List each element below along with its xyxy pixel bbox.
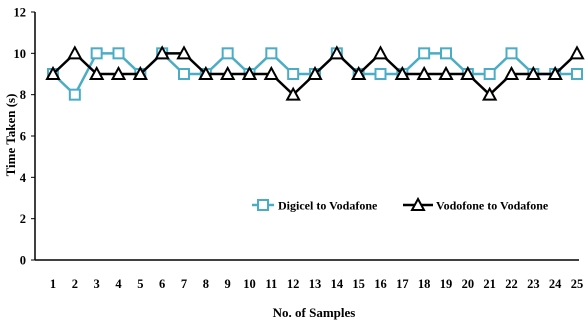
data-point (394, 65, 411, 80)
x-axis-title: No. of Samples (273, 305, 356, 320)
data-point (418, 47, 431, 60)
data-point (287, 68, 300, 80)
x-tick-label: 20 (462, 277, 475, 291)
data-point (307, 65, 323, 80)
x-tick-label: 10 (243, 277, 256, 291)
data-point (110, 65, 127, 80)
data-point (438, 65, 454, 80)
x-tick-label: 6 (159, 277, 165, 291)
x-tick-label: 5 (137, 277, 143, 291)
data-point (483, 68, 496, 80)
y-tick-label: 10 (14, 47, 27, 61)
data-point (198, 65, 214, 80)
data-point (350, 65, 367, 80)
y-tick-label: 2 (20, 212, 26, 226)
legend-item-2: Vodofone to Vodafone (403, 196, 549, 213)
data-point (440, 47, 452, 60)
data-point (45, 65, 61, 80)
data-point (241, 65, 258, 80)
y-axis-title: Time Taken (s) (3, 94, 18, 177)
legend: Digicel to Vodafone Vodofone to Vodafone (252, 196, 549, 213)
data-point (112, 47, 125, 60)
y-tick-label: 4 (20, 171, 27, 185)
x-tick-label: 8 (203, 277, 209, 291)
data-point (374, 68, 387, 80)
data-point (263, 65, 280, 80)
data-point (285, 86, 301, 101)
data-point (547, 65, 563, 80)
x-tick-label: 12 (287, 277, 300, 291)
data-point (221, 47, 234, 60)
data-point (503, 65, 520, 80)
data-point (525, 65, 542, 80)
data-point (571, 68, 583, 80)
series-layer (45, 45, 585, 101)
data-point (569, 45, 585, 60)
x-tick-label: 16 (374, 277, 387, 291)
x-tick-label: 19 (440, 277, 453, 291)
data-point (154, 45, 170, 60)
data-point (178, 68, 190, 80)
y-tick-label: 0 (20, 254, 26, 268)
y-tick-label: 12 (14, 6, 27, 20)
data-point (90, 47, 103, 60)
x-tick-label: 17 (396, 277, 409, 291)
legend-marker (257, 199, 269, 211)
x-tick-label: 22 (505, 277, 518, 291)
data-point (88, 65, 105, 80)
data-point (176, 45, 192, 60)
x-tick-label: 25 (571, 277, 584, 291)
x-tick-label: 1 (50, 277, 56, 291)
data-point (219, 65, 236, 80)
data-point (132, 65, 149, 80)
x-tick-label: 23 (527, 277, 540, 291)
data-point (67, 45, 83, 60)
data-point (416, 65, 432, 80)
data-point (265, 47, 278, 60)
x-tick-label: 21 (483, 277, 496, 291)
x-tick-label: 4 (115, 277, 122, 291)
x-tick-label: 18 (418, 277, 431, 291)
series-2 (45, 45, 585, 101)
x-tick-label: 7 (181, 277, 187, 291)
data-point (481, 86, 498, 101)
data-point (329, 45, 345, 60)
y-tick-label: 6 (20, 130, 26, 144)
data-point (372, 45, 389, 60)
legend-item-1: Digicel to Vodafone (252, 199, 378, 213)
x-tick-label: 11 (265, 277, 277, 291)
x-tick-label: 24 (549, 277, 562, 291)
x-tick-label: 15 (352, 277, 365, 291)
legend-label: Digicel to Vodafone (278, 199, 378, 213)
x-tick-label: 2 (72, 277, 78, 291)
legend-marker (410, 196, 426, 211)
data-point (505, 47, 518, 60)
x-tick-label: 13 (309, 277, 322, 291)
data-point (68, 88, 81, 101)
x-tick-label: 14 (331, 277, 344, 291)
data-point (460, 65, 476, 80)
y-tick-label: 8 (20, 88, 26, 102)
x-tick-label: 3 (94, 277, 100, 291)
legend-label: Vodofone to Vodafone (436, 199, 549, 213)
x-tick-label: 9 (225, 277, 231, 291)
